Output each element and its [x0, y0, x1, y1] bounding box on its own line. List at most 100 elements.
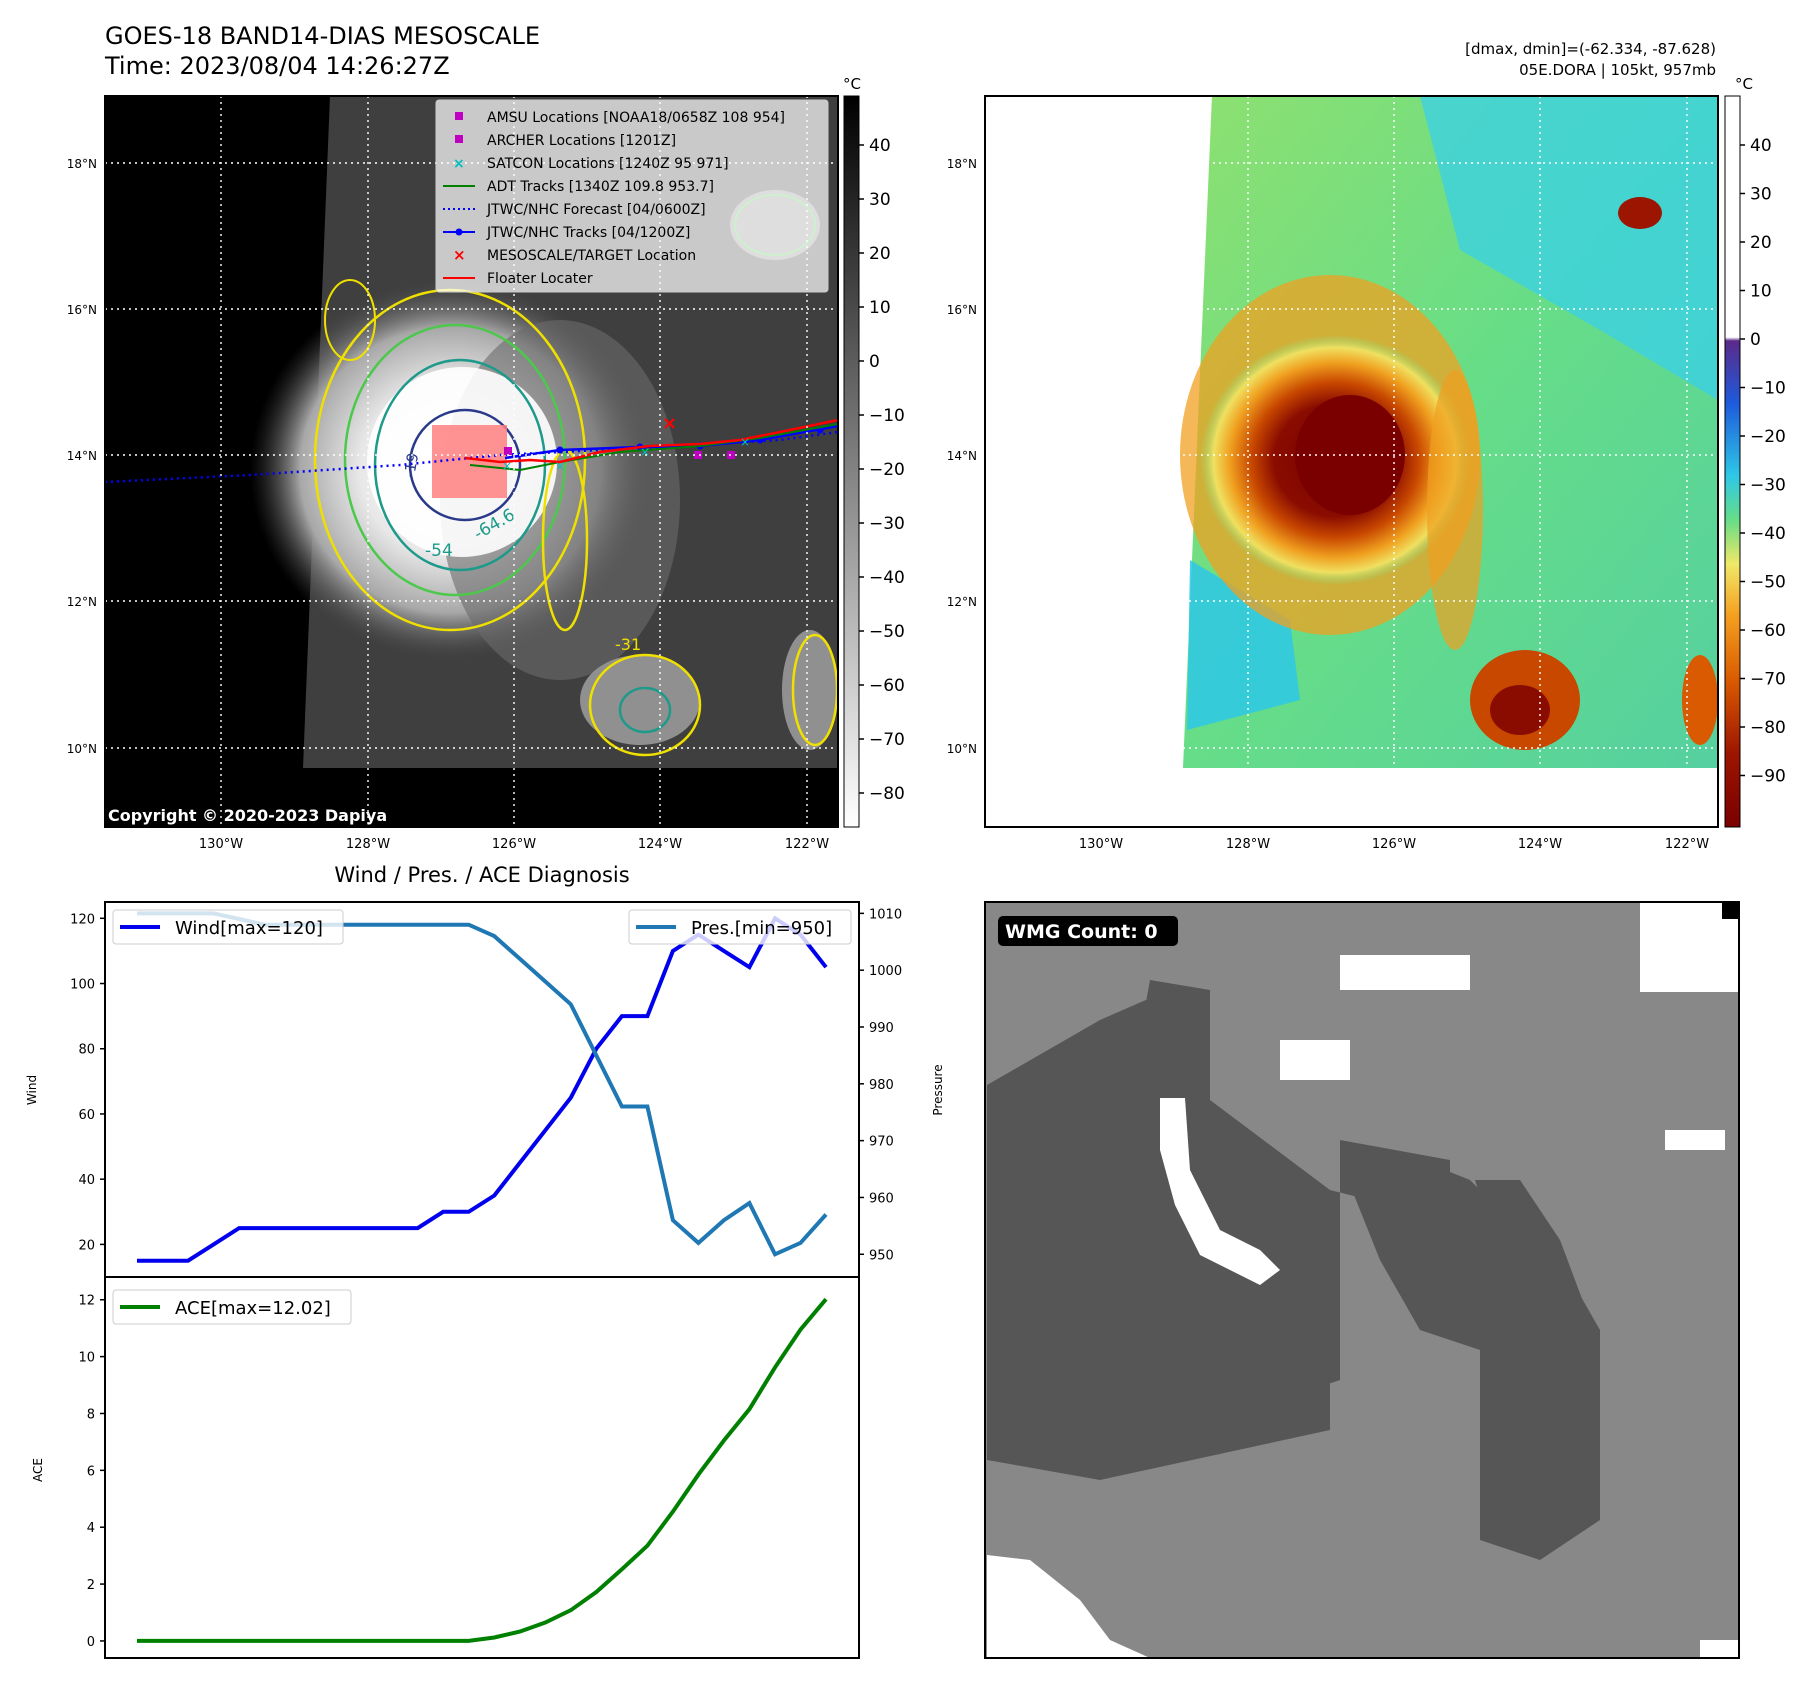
ytick-label: 8	[87, 1407, 95, 1422]
ir-map-panel: -54 -64.6 -31 -19 × × × × ×	[104, 95, 839, 828]
colorbar-tick-label: 0	[1750, 330, 1761, 350]
amsu-marker	[504, 447, 512, 455]
satcon-marker: ×	[502, 459, 512, 473]
lat-label: 12°N	[947, 595, 977, 609]
colorbar-tick-label: −60	[1750, 621, 1786, 641]
diagnosis-title: Wind / Pres. / ACE Diagnosis	[334, 863, 629, 887]
lat-label: 12°N	[67, 595, 97, 609]
wmg-black-corner	[1722, 902, 1739, 919]
colorbar-tick-label: 30	[869, 190, 891, 210]
color-cell-ne	[1618, 197, 1662, 229]
lon-label: 128°W	[1226, 837, 1270, 852]
ir-axis-labels: 130°W 128°W 126°W 124°W 122°W 18°N 16°N 14°N 12°…	[67, 157, 829, 852]
lon-label: 126°W	[1372, 837, 1416, 852]
color-storm-darkred	[1295, 395, 1405, 515]
ir-colorbar-ticks: 40 30 20 10 0 −10 −20 −30 −40 −50 −60 −70 −80	[859, 136, 905, 804]
ytick-right-label: 1010	[869, 907, 902, 922]
wmg-frame	[984, 901, 1740, 1659]
pressure-legend-box	[628, 909, 852, 945]
colorbar-tick-label: 10	[869, 298, 891, 318]
colorbar-tick-label: 20	[869, 244, 891, 264]
color-band-east	[1427, 370, 1483, 650]
lon-label: 122°W	[785, 837, 829, 852]
color-colorbar-unit: °C	[1735, 75, 1753, 93]
lon-label: 128°W	[346, 837, 390, 852]
ytick-label: 12	[78, 1294, 95, 1309]
color-cyan-region-ne	[1420, 96, 1718, 400]
lat-label: 14°N	[947, 449, 977, 463]
legend-floater-label: Floater Locater	[487, 271, 593, 287]
colorbar-tick-label: −10	[869, 406, 905, 426]
satcon-marker: ×	[740, 435, 750, 449]
colorbar-tick-label: −20	[1750, 427, 1786, 447]
lon-label: 126°W	[492, 837, 536, 852]
floater-locater-track	[464, 418, 839, 464]
colorbar-tick-label: 0	[869, 352, 880, 372]
color-cell-east	[1682, 655, 1718, 745]
lat-label: 14°N	[67, 449, 97, 463]
legend-adt-label: ADT Tracks [1340Z 109.8 953.7]	[487, 179, 714, 195]
ytick-label: 80	[78, 1043, 95, 1058]
wmg-panel: WMG Count: 0	[984, 901, 1740, 1659]
wmg-count-badge-bg	[998, 916, 1178, 946]
ytick-label: 20	[78, 1238, 95, 1253]
wmg-white-top-2	[1280, 1040, 1350, 1080]
wind-legend-label: Wind[max=120]	[175, 918, 323, 939]
wmg-count-label: WMG Count: 0	[1005, 921, 1158, 943]
ir-colorbar-bar	[843, 95, 860, 828]
pressure-yticks: 950 960 970 980 990 1000 1010	[859, 907, 902, 1263]
lat-label: 16°N	[947, 303, 977, 317]
lat-label: 18°N	[947, 157, 977, 171]
wind-pressure-chart: Wind Pressure 20 40 60 80 100 120 950 960 970 98…	[25, 901, 945, 1278]
color-gridlines	[985, 96, 1718, 827]
ytick-right-label: 970	[869, 1135, 894, 1150]
lat-label: 10°N	[947, 742, 977, 756]
wind-yticks: 20 40 60 80 100 120	[70, 912, 105, 1253]
ir-contour-south-teal	[618, 686, 672, 734]
ir-contour-west-yellow	[324, 279, 376, 361]
stats-line-1: [dmax, dmin]=(-62.334, -87.628)	[1465, 40, 1716, 58]
wmg-white-top	[1340, 955, 1470, 990]
colorbar-tick-label: −20	[869, 460, 905, 480]
wind-ylabel: Wind	[25, 1075, 39, 1105]
ace-yticks: 0 2 4 6 8 10 12	[78, 1294, 105, 1650]
legend-jtwc-label: JTWC/NHC Tracks [04/1200Z]	[486, 225, 690, 241]
colorbar-tick-label: −30	[869, 514, 905, 534]
colorbar-tick-label: 40	[869, 136, 891, 156]
color-cell-south-core	[1490, 685, 1550, 735]
colorbar-tick-label: −60	[869, 676, 905, 696]
contour-label: -31	[615, 635, 641, 654]
ace-ylabel: ACE	[31, 1458, 45, 1482]
legend-amsu-swatch	[455, 112, 463, 120]
color-axis-labels: 130°W 128°W 126°W 124°W 122°W 18°N 16°N 14°N 12°…	[947, 157, 1709, 852]
color-cyan-region-w	[1187, 560, 1300, 730]
pressure-ylabel: Pressure	[931, 1064, 945, 1115]
ace-legend-box	[112, 1289, 352, 1325]
satcon-marker: ×	[555, 459, 565, 473]
color-colorbar: °C 40 30 20 10 0 −10 −20 −30 −40 −50 −60 −70 −80 −90	[1724, 75, 1786, 828]
satcon-markers: × × × ×	[502, 435, 750, 473]
pressure-legend-label: Pres.[min=950]	[691, 918, 832, 939]
color-frame	[984, 95, 1719, 828]
legend-satcon-label: SATCON Locations [1240Z 95 971]	[487, 156, 729, 172]
figure-time: Time: 2023/08/04 14:26:27Z	[104, 52, 450, 80]
colorbar-tick-label: 40	[1750, 136, 1772, 156]
colorbar-tick-label: 30	[1750, 185, 1772, 205]
contour-label: -54	[425, 541, 453, 561]
ytick-label: 2	[87, 1578, 95, 1593]
colorbar-tick-label: −70	[869, 730, 905, 750]
lon-label: 124°W	[1518, 837, 1562, 852]
color-map-panel	[984, 95, 1719, 828]
colorbar-tick-label: −70	[1750, 670, 1786, 690]
ytick-right-label: 950	[869, 1248, 894, 1263]
ytick-label: 0	[87, 1635, 95, 1650]
ytick-label: 100	[70, 978, 95, 993]
lat-label: 16°N	[67, 303, 97, 317]
ir-contour-south-yellow	[588, 653, 702, 757]
archer-marker	[694, 451, 702, 459]
wind-legend-box	[112, 909, 344, 945]
ytick-right-label: 1000	[869, 964, 902, 979]
legend-archer-label: ARCHER Locations [1201Z]	[487, 133, 676, 149]
color-colorbar-bar	[1724, 95, 1741, 828]
lon-label: 130°W	[199, 837, 243, 852]
